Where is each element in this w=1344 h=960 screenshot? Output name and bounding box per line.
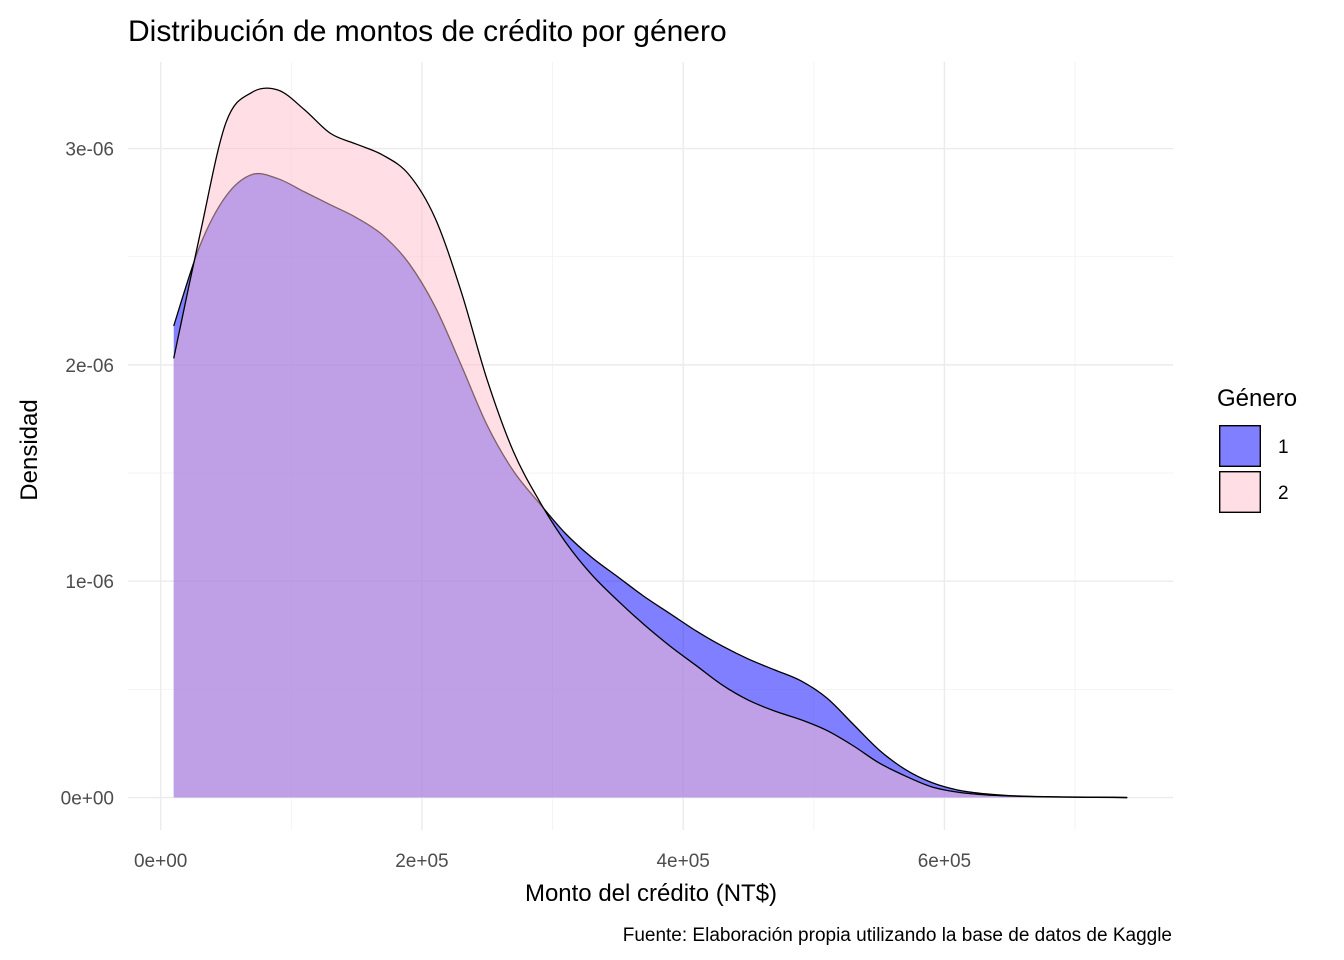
x-tick-label: 2e+05 [395,851,448,872]
chart-title: Distribución de montos de crédito por gé… [128,15,727,48]
legend-label: 1 [1278,437,1289,458]
legend-key-swatch [1218,425,1261,468]
y-axis-title: Densidad [16,399,43,500]
y-tick-label: 3e-06 [65,140,114,161]
chart-caption: Fuente: Elaboración propia utilizando la… [623,925,1172,946]
density-outline-series-2 [173,87,1128,799]
x-axis-title: Monto del crédito (NT$) [525,880,777,907]
legend-title: Género [1217,385,1297,412]
density-area-series-2 [173,88,1128,798]
y-tick-label: 2e-06 [65,356,114,377]
density-areas [173,87,1128,799]
legend-label: 2 [1278,483,1289,504]
y-tick-label: 1e-06 [65,572,114,593]
x-tick-label: 4e+05 [656,851,709,872]
legend-item-1: 1 [1218,425,1289,468]
x-tick-label: 6e+05 [918,851,971,872]
x-tick-label: 0e+00 [134,851,187,872]
legend-key-swatch [1218,471,1261,514]
y-tick-label: 0e+00 [61,789,114,810]
legend: Género 1 2 [1217,385,1297,514]
legend-item-2: 2 [1218,471,1289,514]
x-axis: 0e+00 2e+05 4e+05 6e+05 [134,851,971,872]
y-axis: 0e+00 1e-06 2e-06 3e-06 [61,140,114,810]
